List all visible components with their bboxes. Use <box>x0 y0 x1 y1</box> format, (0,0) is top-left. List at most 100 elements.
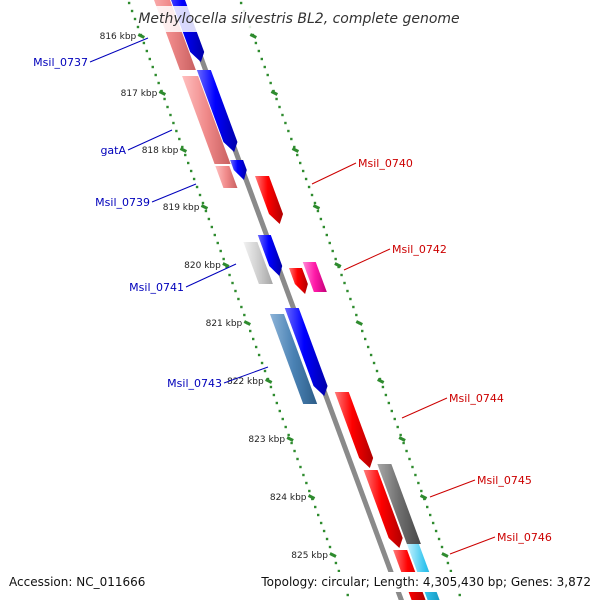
gene-msil-0745b-bar[interactable] <box>377 464 421 544</box>
tick-dot <box>213 233 216 237</box>
tick-mark <box>243 320 251 326</box>
tick-dot <box>363 337 367 341</box>
tick-dot <box>304 177 308 181</box>
gene-msil-0743-arrow[interactable] <box>284 308 328 396</box>
tick-dot <box>293 449 296 453</box>
tick-dot <box>352 305 355 309</box>
gene-msil-0743-bar[interactable] <box>269 314 318 404</box>
gene-msil-0742b-bar[interactable] <box>302 262 327 292</box>
tick-dot <box>263 369 267 373</box>
tick-dot <box>405 449 408 453</box>
gene-label[interactable]: Msil_0739 <box>95 196 150 209</box>
tick-dot <box>381 385 385 389</box>
gene-label[interactable]: Msil_0740 <box>358 157 413 170</box>
tick-dot <box>322 529 326 533</box>
tick-dot <box>426 505 429 509</box>
map-title: Methylocella silvestris BL2, complete ge… <box>138 11 460 27</box>
tick-dot <box>284 121 287 125</box>
tick-dot <box>201 201 205 205</box>
tick-dot <box>334 561 338 565</box>
tick-mark <box>222 262 230 268</box>
tick-mark <box>137 33 145 39</box>
tick-dot <box>234 289 237 293</box>
tick-dot <box>136 25 140 29</box>
tick-dot <box>437 537 441 541</box>
tick-dot <box>449 569 453 573</box>
tick-dot <box>361 329 364 333</box>
tick-dot <box>402 441 405 445</box>
tick-dot <box>325 233 328 237</box>
tick-dot <box>319 217 323 221</box>
gene-gatA-arrow[interactable] <box>196 70 238 152</box>
tick-dot <box>411 465 414 469</box>
callout-line <box>223 366 269 384</box>
callout-line <box>311 162 357 185</box>
tick-mark <box>377 378 385 384</box>
tick-dot <box>308 489 311 493</box>
tick-dot <box>387 401 391 405</box>
gene-msil-0740-arrow[interactable] <box>254 176 284 224</box>
tick-label: 824 kbp <box>270 493 307 503</box>
gene-label[interactable]: Msil_0741 <box>129 281 184 294</box>
tick-dot <box>166 105 169 109</box>
tick-mark <box>312 204 321 210</box>
accession-text: Accession: NC_011666 <box>6 572 149 592</box>
gene-label[interactable]: Msil_0742 <box>392 243 447 256</box>
tick-dot <box>290 441 293 445</box>
gene-label[interactable]: gatA <box>100 144 126 157</box>
tick-dot <box>254 41 258 45</box>
gene-msil-0742a-arrow[interactable] <box>288 268 308 294</box>
tick-label: 819 kbp <box>163 203 200 213</box>
tick-dot-tracks <box>127 1 461 597</box>
tick-dot <box>269 385 273 389</box>
tick-dot <box>340 273 343 277</box>
callout-line <box>343 248 391 271</box>
gene-msil-0745a-arrow[interactable] <box>363 470 403 548</box>
gene-label[interactable]: Msil_0743 <box>167 377 222 390</box>
gene-msil-0741-arrow[interactable] <box>257 235 283 276</box>
title-panel: Methylocella silvestris BL2, complete ge… <box>138 6 460 32</box>
gene-label[interactable]: Msil_0746 <box>497 531 552 544</box>
gene-label[interactable]: Msil_0745 <box>477 474 532 487</box>
callout-line <box>401 397 448 419</box>
tick-dot <box>275 97 278 101</box>
tick-dot <box>375 369 379 373</box>
tick-dot <box>408 457 411 461</box>
gene-msil-0741-bar[interactable] <box>243 242 273 284</box>
tick-mark <box>307 494 316 500</box>
tick-dot <box>366 345 370 349</box>
gene-msil-0739-bar[interactable] <box>215 166 238 188</box>
tick-dot <box>302 473 305 477</box>
tick-dot <box>440 545 444 549</box>
tick-dot <box>337 569 341 573</box>
tick-dot <box>349 297 352 301</box>
tick-dot <box>249 329 252 333</box>
gene-gatA-bar[interactable] <box>182 76 231 164</box>
tick-dot <box>331 249 334 253</box>
tick-dot <box>169 113 172 117</box>
tick-dot <box>145 49 149 53</box>
gene-label[interactable]: Msil_0744 <box>449 392 504 405</box>
tick-dot <box>269 81 272 85</box>
tick-dot <box>237 297 240 301</box>
tick-dot <box>272 393 276 397</box>
tick-dot <box>240 305 243 309</box>
tick-dot <box>260 361 264 365</box>
tick-dot <box>446 561 450 565</box>
tick-dot <box>296 457 299 461</box>
gene-msil-0739-arrow[interactable] <box>230 160 247 180</box>
tick-dot <box>414 473 417 477</box>
tick-dot <box>184 153 187 157</box>
gene-label[interactable]: Msil_0737 <box>33 56 88 69</box>
tick-dot <box>390 409 393 413</box>
tick-label: 822 kbp <box>227 377 264 387</box>
tick-dot <box>148 57 151 61</box>
tick-dot <box>314 505 317 509</box>
tick-dot <box>355 313 358 317</box>
tick-mark <box>419 494 428 500</box>
tick-dot <box>228 273 231 277</box>
tick-dot <box>219 249 222 253</box>
gene-msil-0744-arrow[interactable] <box>334 392 374 468</box>
